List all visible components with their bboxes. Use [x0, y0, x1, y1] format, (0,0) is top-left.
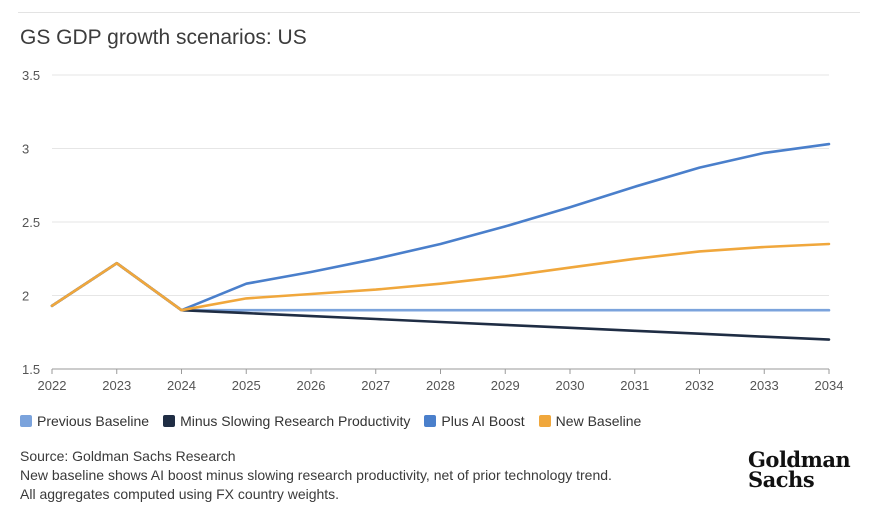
x-tick-label: 2025: [232, 378, 261, 393]
series-lines: [50, 142, 831, 341]
top-divider: [18, 12, 860, 13]
chart-notes: Source: Goldman Sachs Research New basel…: [20, 447, 612, 504]
x-tick-label: 2027: [361, 378, 390, 393]
series-line-new-baseline: [50, 242, 831, 312]
x-tick-label: 2026: [297, 378, 326, 393]
x-tick-label: 2024: [167, 378, 196, 393]
x-tick-label: 2030: [556, 378, 585, 393]
y-tick-label: 2.5: [22, 215, 40, 230]
legend-label-plus-ai-boost: Plus AI Boost: [441, 413, 525, 429]
axis-ticks: 1.5 2 2.5 3 3.5 2022 2023 2024 2025 2026 2027 2028 2…: [22, 68, 843, 393]
line-chart: 1.5 2 2.5 3 3.5 2022 2023 2024 2025 2026 2027 2028 2…: [22, 68, 843, 393]
footnote-line-2: All aggregates computed using FX country…: [20, 486, 340, 502]
series-line-previous-baseline: [50, 261, 831, 312]
legend-label-minus-slowing: Minus Slowing Research Productivity: [180, 413, 411, 429]
legend-item-minus-slowing-research-productivity[interactable]: Minus Slowing Research Productivity: [163, 413, 410, 429]
source-note: Source: Goldman Sachs Research: [20, 448, 236, 464]
y-tick-label: 2: [22, 289, 29, 304]
x-tick-label: 2033: [750, 378, 779, 393]
x-tick-label: 2029: [491, 378, 520, 393]
x-tick-label: 2034: [815, 378, 844, 393]
legend-item-plus-ai-boost[interactable]: Plus AI Boost: [424, 413, 525, 429]
x-tick-label: 2023: [102, 378, 131, 393]
y-tick-label: 3: [22, 142, 29, 157]
legend-item-new-baseline[interactable]: New Baseline: [538, 413, 642, 429]
legend-label-new-baseline: New Baseline: [555, 413, 642, 429]
legend-item-previous-baseline[interactable]: Previous Baseline: [20, 413, 149, 429]
series-line-plus-ai-boost: [50, 142, 831, 312]
footnote-line-1: New baseline shows AI boost minus slowin…: [20, 467, 612, 483]
chart-legend: Previous Baseline Minus Slowing Research…: [20, 413, 655, 429]
legend-swatch-previous-baseline: [20, 415, 32, 427]
logo-line-2: Sachs: [748, 467, 815, 492]
legend-swatch-plus-ai-boost: [424, 415, 437, 427]
x-tick-label: 2028: [426, 378, 455, 393]
chart-title: GS GDP growth scenarios: US: [20, 26, 307, 49]
goldman-sachs-logo: Goldman Sachs: [748, 447, 851, 492]
logo-line-1: Goldman: [748, 447, 851, 472]
x-tick-label: 2031: [620, 378, 649, 393]
y-tick-label: 1.5: [22, 362, 40, 377]
x-tick-label: 2032: [685, 378, 714, 393]
y-tick-label: 3.5: [22, 68, 40, 83]
gridlines: [52, 74, 829, 370]
legend-swatch-minus-slowing: [163, 415, 176, 427]
x-tick-label: 2022: [38, 378, 67, 393]
legend-label-previous-baseline: Previous Baseline: [37, 413, 150, 429]
legend-swatch-new-baseline: [538, 415, 551, 427]
